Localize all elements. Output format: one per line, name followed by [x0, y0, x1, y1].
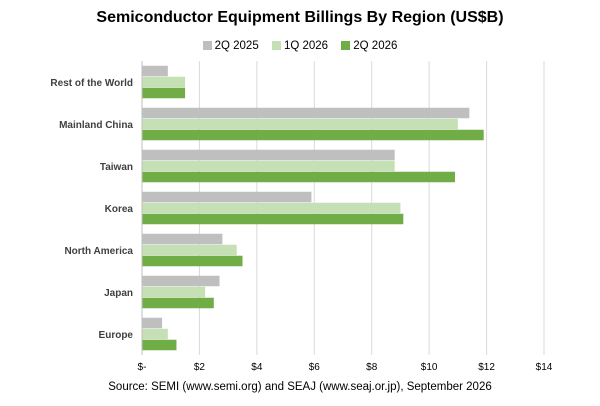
x-tick-label: $14 — [536, 362, 553, 373]
legend-swatch-2q-2025 — [202, 41, 212, 50]
chart-title: Semiconductor Equipment Billings By Regi… — [96, 9, 504, 26]
legend-swatch-1q-2026 — [271, 41, 281, 50]
bar — [142, 328, 168, 340]
bar — [142, 87, 186, 99]
bar — [142, 76, 186, 88]
bar — [142, 160, 395, 172]
legend-item-2q-2025: 2Q 2025 — [202, 40, 259, 52]
bar — [142, 297, 214, 309]
x-tick-label: $- — [138, 362, 147, 373]
bar — [142, 191, 312, 203]
x-tick-label: $6 — [309, 362, 321, 373]
legend-label-1q-2026: 1Q 2026 — [283, 40, 329, 52]
category-label: Mainland China — [59, 120, 133, 131]
bar — [142, 339, 177, 351]
bar — [142, 202, 401, 214]
category-label: Taiwan — [100, 162, 133, 173]
bar — [142, 317, 163, 329]
bar — [142, 171, 455, 183]
chart-source-note: Source: SEMI (www.semi.org) and SEAJ (ww… — [108, 381, 492, 393]
category-label: Europe — [99, 330, 134, 341]
bar — [142, 244, 237, 256]
bar — [142, 233, 223, 245]
legend-item-1q-2026: 1Q 2026 — [271, 40, 329, 52]
bar — [142, 118, 458, 130]
legend-label-2q-2025: 2Q 2025 — [214, 40, 259, 52]
legend-label-2q-2026: 2Q 2026 — [353, 40, 398, 52]
category-label: North America — [64, 246, 133, 257]
bar — [142, 107, 470, 119]
category-label: Korea — [105, 204, 134, 215]
legend-swatch-2q-2026 — [341, 41, 351, 50]
category-label: Rest of the World — [50, 78, 133, 89]
x-tick-label: $10 — [421, 362, 438, 373]
chart-legend: 2Q 2025 1Q 2026 2Q 2026 — [0, 40, 600, 52]
x-tick-label: $4 — [251, 362, 263, 373]
x-tick-label: $12 — [478, 362, 495, 373]
bar — [142, 275, 220, 287]
x-tick-label: $8 — [366, 362, 378, 373]
bar — [142, 149, 395, 161]
bar — [142, 286, 206, 298]
legend-item-2q-2026: 2Q 2026 — [341, 40, 397, 52]
x-tick-label: $2 — [194, 362, 206, 373]
bar — [142, 65, 168, 77]
bar — [142, 255, 243, 267]
category-label: Japan — [104, 288, 133, 299]
bar — [142, 213, 404, 225]
bar — [142, 129, 484, 141]
